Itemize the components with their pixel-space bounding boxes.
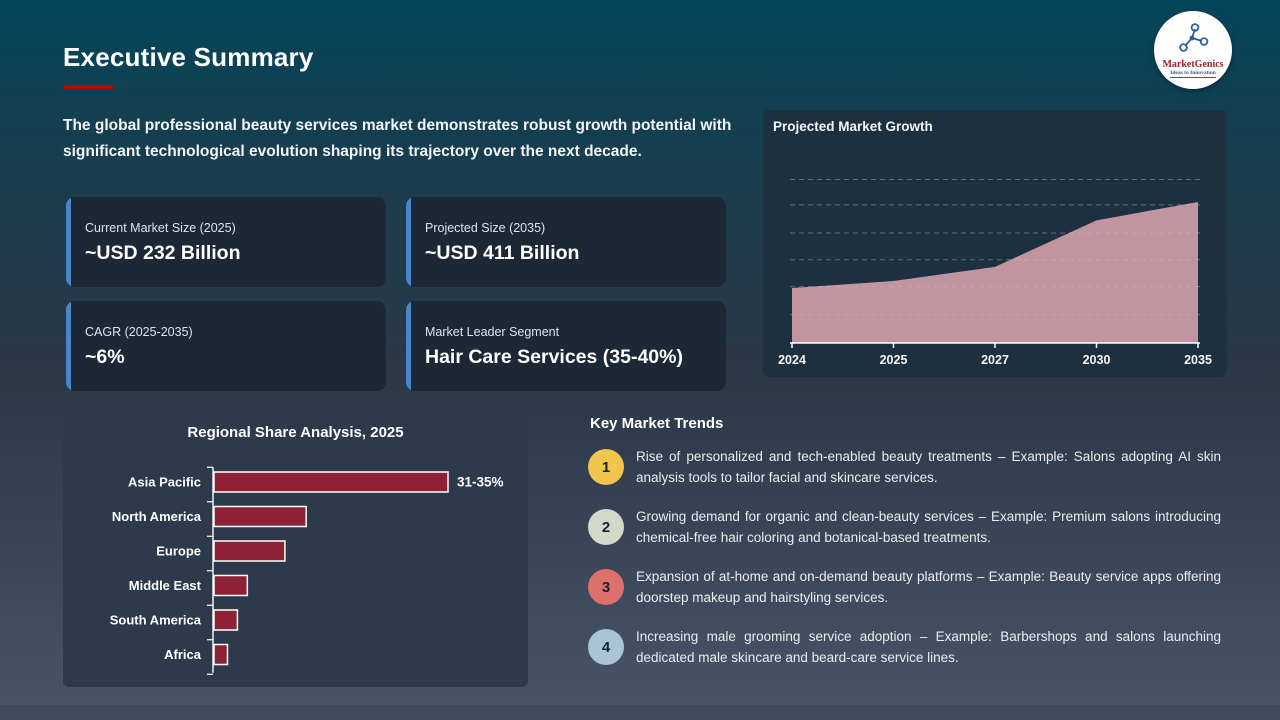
regional-share-card: Regional Share Analysis, 2025 Asia Pacif… [63, 410, 528, 687]
x-tick-label: 2035 [1184, 353, 1212, 367]
trend-item: 2 Growing demand for organic and clean-b… [588, 507, 1222, 548]
stat-value: ~USD 232 Billion [85, 242, 241, 264]
regional-chart-title: Regional Share Analysis, 2025 [187, 424, 404, 441]
trend-text: Increasing male grooming service adoptio… [636, 629, 1221, 665]
key-market-trends-title: Key Market Trends [590, 415, 724, 432]
stat-value: ~USD 411 Billion [425, 242, 580, 264]
x-tick-label: 2030 [1083, 353, 1111, 367]
stat-label: Market Leader Segment [425, 325, 560, 339]
marketgenics-logo: MarketGenics Ideas to Innovation [1154, 11, 1232, 89]
projected-market-growth-chart: 2024 2025 2027 2030 2035 [778, 178, 1212, 367]
category-label: North America [112, 509, 202, 524]
bar-value-label: 31-35% [457, 475, 504, 490]
trend-item: 1 Rise of personalized and tech-enabled … [588, 447, 1222, 488]
stat-card-current-market-size: Current Market Size (2025) ~USD 232 Bill… [66, 197, 386, 287]
bar-africa [213, 643, 229, 666]
stat-label: Current Market Size (2025) [85, 221, 236, 235]
growth-chart-title: Projected Market Growth [773, 119, 933, 134]
title-accent-underline [63, 85, 113, 89]
bar-north-america [213, 505, 307, 528]
stat-card-market-leader-segment: Market Leader Segment Hair Care Services… [406, 301, 726, 391]
regional-share-bar-chart: Asia Pacific 31-35% North America Europe Mid… [110, 466, 504, 675]
category-label: Africa [164, 647, 202, 662]
logo-brand-text: MarketGenics [1162, 58, 1224, 70]
molecule-icon [1176, 22, 1210, 58]
projected-market-growth-card: 2024 2025 2027 2030 2035 Projected Market Gr… [763, 110, 1227, 377]
stat-value: ~6% [85, 346, 125, 368]
trend-text: Rise of personalized and tech-enabled be… [636, 449, 1221, 485]
x-tick-label: 2025 [880, 353, 908, 367]
bar-middle-east [213, 574, 249, 597]
stat-label: Projected Size (2035) [425, 221, 546, 235]
intro-paragraph: The global professional beauty services … [63, 117, 732, 160]
category-label: South America [110, 613, 202, 628]
bar-europe [213, 540, 286, 562]
trend-number-badge: 1 [588, 449, 624, 485]
trend-item: 3 Expansion of at-home and on-demand bea… [588, 567, 1222, 608]
stat-value: Hair Care Services (35-40%) [425, 346, 683, 368]
trend-number-badge: 2 [588, 509, 624, 545]
trend-number-badge: 3 [588, 569, 624, 605]
x-tick-label: 2027 [981, 353, 1009, 367]
trend-number-badge: 4 [588, 629, 624, 665]
bar-south-america [213, 609, 239, 631]
key-market-trends-list: 1 Rise of personalized and tech-enabled … [588, 447, 1222, 687]
trend-item: 4 Increasing male grooming service adopt… [588, 627, 1222, 668]
stat-label: CAGR (2025-2035) [85, 325, 193, 339]
trend-text: Growing demand for organic and clean-bea… [636, 509, 1221, 545]
bottom-accent-bar [0, 705, 1280, 720]
x-tick-label: 2024 [778, 353, 806, 367]
stat-card-projected-size: Projected Size (2035) ~USD 411 Billion [406, 197, 726, 287]
category-label: Asia Pacific [128, 475, 201, 490]
category-label: Europe [156, 544, 201, 559]
trend-text: Expansion of at-home and on-demand beaut… [636, 569, 1221, 605]
page-title: Executive Summary [63, 42, 314, 72]
category-label: Middle East [129, 578, 202, 593]
area-series [792, 202, 1198, 343]
logo-tagline-text: Ideas to Innovation [1170, 69, 1216, 78]
stat-card-cagr: CAGR (2025-2035) ~6% [66, 301, 386, 391]
bar-asia-pacific [213, 471, 449, 493]
